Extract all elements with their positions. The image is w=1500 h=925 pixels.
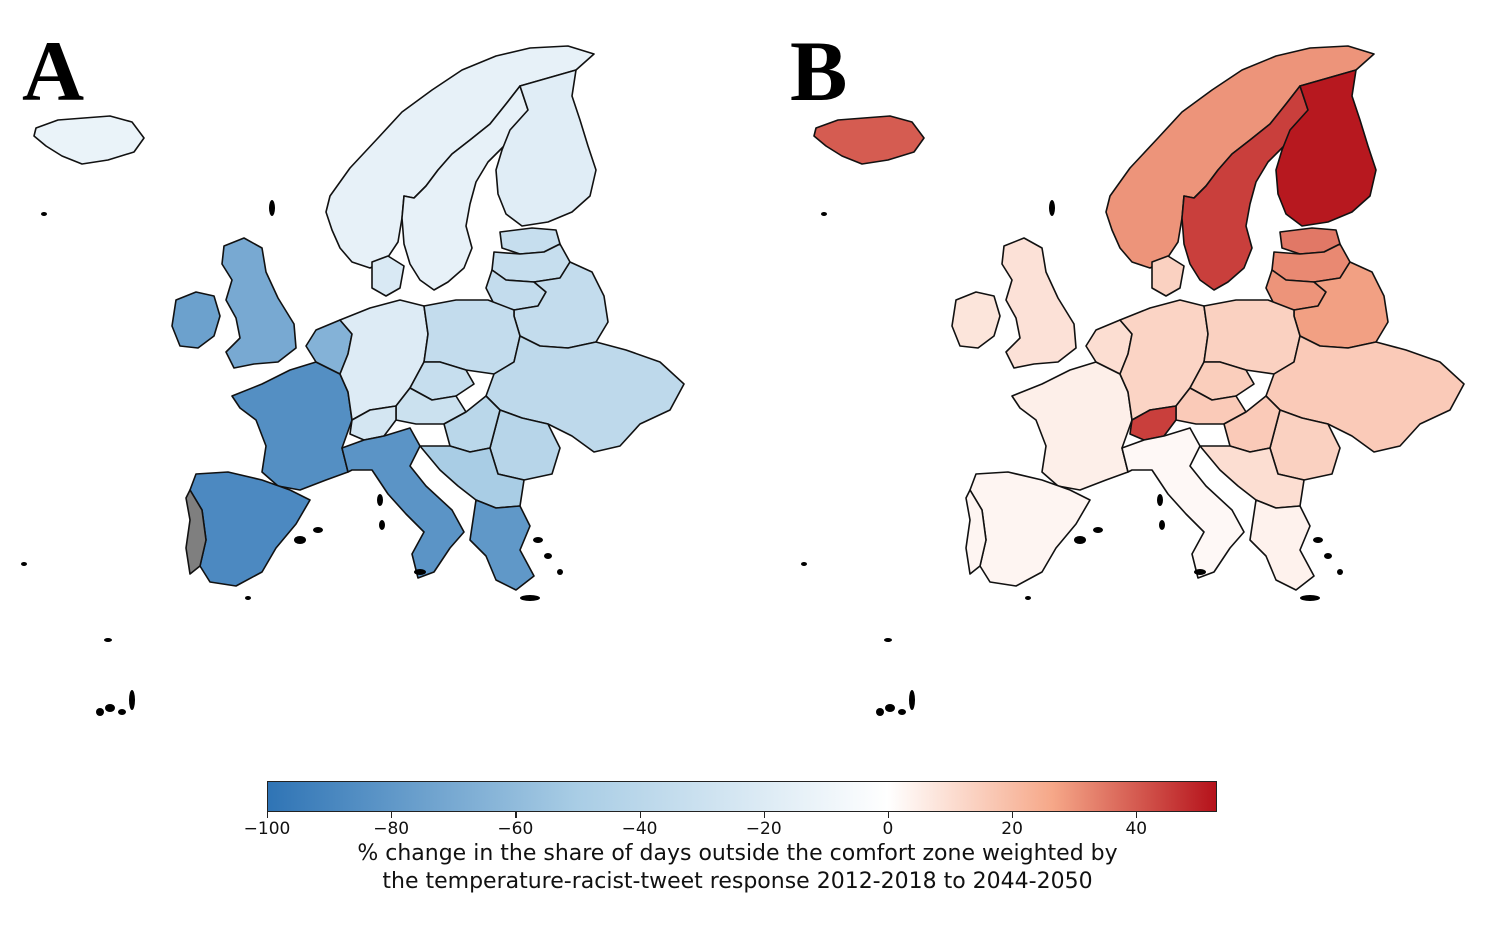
island-mark — [294, 536, 306, 544]
country-balkans — [1199, 445, 1305, 509]
island-mark — [1300, 595, 1320, 601]
colorbar-tick-label: −80 — [373, 819, 410, 839]
country-united-kingdom — [221, 237, 297, 369]
island-mark — [557, 569, 563, 575]
country-sweden — [1181, 85, 1309, 291]
island-mark — [21, 562, 27, 566]
island-mark — [1049, 200, 1055, 216]
island-mark — [884, 638, 892, 642]
colorbar-tick-label: 0 — [882, 819, 894, 839]
island-mark — [414, 569, 426, 575]
country-switzerland — [1129, 405, 1177, 441]
island-mark — [801, 562, 807, 566]
island-mark — [909, 690, 915, 710]
colorbar-caption-line-2: the temperature-racist-tweet response 20… — [382, 869, 1093, 894]
country-iceland — [813, 115, 925, 165]
country-greece — [1249, 499, 1315, 591]
island-mark — [876, 708, 884, 716]
island-mark — [129, 690, 135, 710]
country-ireland — [951, 291, 1001, 349]
island-mark — [1194, 569, 1206, 575]
island-mark — [118, 709, 126, 715]
island-mark — [379, 520, 385, 530]
colorbar-tick-label: −100 — [243, 819, 291, 839]
colorbar-caption: % change in the share of days outside th… — [0, 840, 1475, 896]
country-greece — [469, 499, 535, 591]
country-finland — [1275, 69, 1377, 227]
island-mark — [41, 212, 47, 216]
colorbar-tick-label: 20 — [1001, 819, 1023, 839]
country-portugal — [965, 489, 987, 575]
country-portugal — [185, 489, 207, 575]
country-italy — [341, 427, 465, 579]
country-france — [231, 361, 353, 491]
map-panel-b — [801, 45, 1465, 716]
island-mark — [1025, 596, 1031, 600]
colorbar-tick-label: −40 — [621, 819, 658, 839]
island-mark — [105, 704, 115, 712]
colorbar-tick — [639, 812, 641, 818]
colorbar-tick-label: −60 — [497, 819, 534, 839]
island-mark — [269, 200, 275, 216]
country-iceland — [33, 115, 145, 165]
island-mark — [96, 708, 104, 716]
island-mark — [885, 704, 895, 712]
colorbar-tick-label: −20 — [745, 819, 782, 839]
country-sweden — [401, 85, 529, 291]
island-mark — [821, 212, 827, 216]
country-finland — [495, 69, 597, 227]
colorbar-tick — [391, 812, 393, 818]
country-switzerland — [349, 405, 397, 441]
country-united-kingdom — [1001, 237, 1077, 369]
island-mark — [377, 494, 383, 506]
panel-label-a: A — [22, 23, 85, 119]
island-mark — [104, 638, 112, 642]
colorbar-tick — [763, 812, 765, 818]
country-france — [1011, 361, 1133, 491]
island-mark — [1324, 553, 1332, 559]
colorbar-legend: −100 −80 −60 −40 −20 0 20 40 % change in the sh… — [0, 770, 1500, 920]
country-denmark — [1151, 255, 1185, 297]
colorbar-tick — [1012, 812, 1014, 818]
colorbar-tick — [515, 812, 517, 818]
island-mark — [1337, 569, 1343, 575]
colorbar-caption-line-1: % change in the share of days outside th… — [357, 841, 1118, 866]
colorbar-gradient — [267, 781, 1217, 812]
island-mark — [1074, 536, 1086, 544]
colorbar-tick — [1136, 812, 1138, 818]
island-mark — [1157, 494, 1163, 506]
country-balkans — [419, 445, 525, 509]
island-mark — [544, 553, 552, 559]
island-mark — [520, 595, 540, 601]
colorbar-tick — [267, 812, 269, 818]
country-denmark — [371, 255, 405, 297]
colorbar-tick — [887, 812, 890, 818]
country-ireland — [171, 291, 221, 349]
map-panel-a — [21, 45, 685, 716]
island-mark — [1093, 527, 1103, 533]
island-mark — [533, 537, 543, 543]
island-mark — [313, 527, 323, 533]
panel-label-b: B — [790, 23, 848, 119]
island-mark — [898, 709, 906, 715]
colorbar-tick-label: 40 — [1125, 819, 1148, 839]
island-mark — [245, 596, 251, 600]
island-mark — [1159, 520, 1165, 530]
country-italy — [1121, 427, 1245, 579]
island-mark — [1313, 537, 1323, 543]
